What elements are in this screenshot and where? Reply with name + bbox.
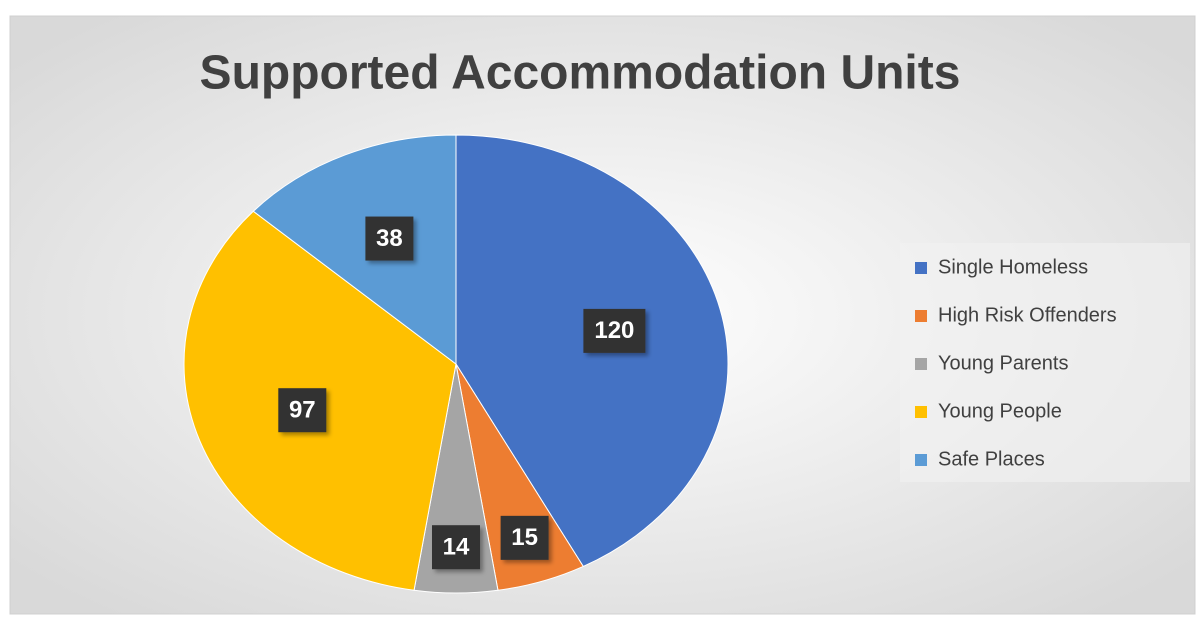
legend-label: Single Homeless: [938, 256, 1088, 278]
chart-title: Supported Accommodation Units: [200, 47, 961, 100]
legend-label: Young People: [938, 400, 1062, 422]
data-label: 15: [511, 524, 538, 551]
legend-swatch: [915, 406, 927, 418]
data-labels: 120 15 14 97 38: [278, 216, 646, 570]
legend-label: Safe Places: [938, 448, 1045, 470]
data-label: 38: [376, 225, 403, 252]
data-label-box: [278, 388, 327, 433]
pie: [183, 134, 729, 594]
legend-swatch: [915, 454, 927, 466]
legend-box: [900, 243, 1190, 482]
data-label-box: [583, 308, 646, 353]
legend-label: Young Parents: [938, 352, 1068, 374]
legend-swatch: [915, 310, 927, 322]
legend-swatch: [915, 262, 927, 274]
data-label: 14: [443, 534, 470, 561]
data-label-box: [365, 216, 414, 261]
data-label-box: [432, 525, 480, 570]
data-label: 97: [289, 397, 316, 424]
legend-label: High Risk Offenders: [938, 304, 1117, 326]
data-label-box: [500, 515, 549, 560]
legend: Single Homeless High Risk Offenders Young …: [900, 243, 1190, 482]
legend-swatch: [915, 358, 927, 370]
pie-slice: [252, 134, 457, 366]
data-label: 120: [594, 317, 634, 344]
